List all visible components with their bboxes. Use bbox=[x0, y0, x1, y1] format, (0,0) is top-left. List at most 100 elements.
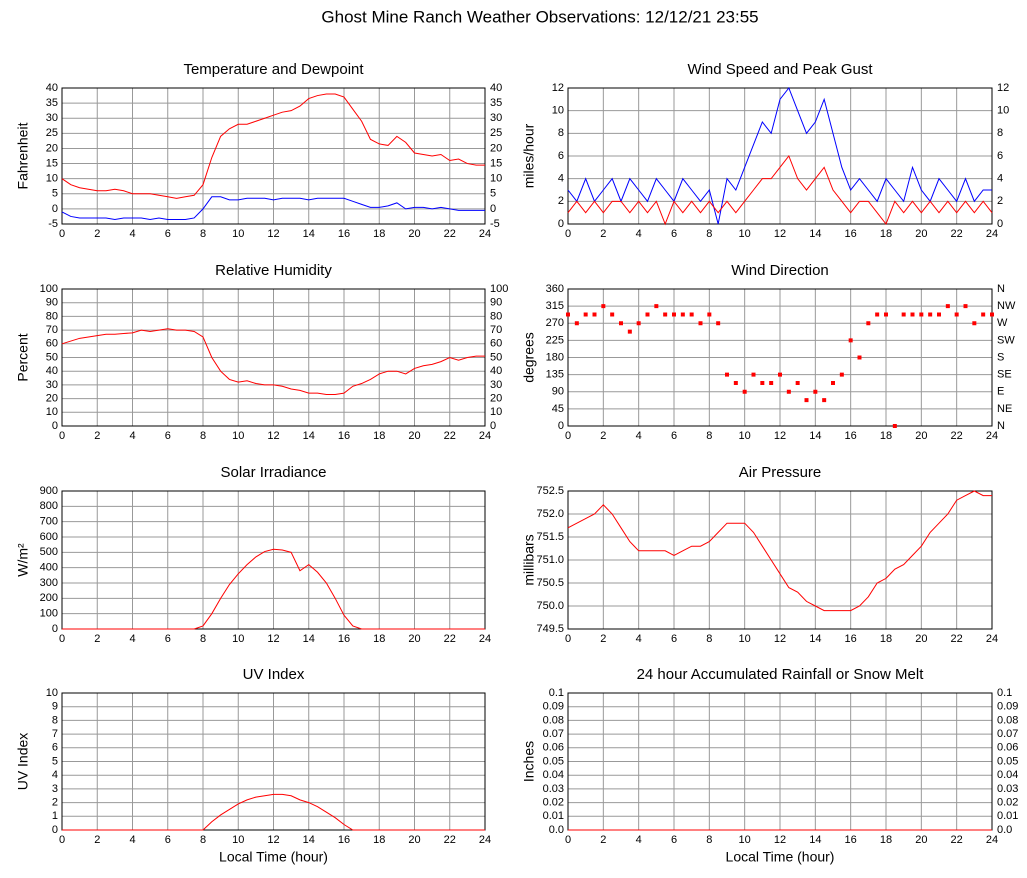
y2-tick-label: N bbox=[997, 283, 1005, 295]
x-tick-label: 8 bbox=[706, 228, 712, 240]
y-tick-label: 0 bbox=[52, 824, 58, 836]
y-tick-label: 751.5 bbox=[536, 531, 564, 543]
chart-title: UV Index bbox=[243, 666, 305, 683]
y-tick-label: 0 bbox=[52, 203, 58, 215]
point bbox=[636, 321, 641, 326]
x-tick-label: 14 bbox=[809, 834, 821, 846]
x-axis-label: Local Time (hour) bbox=[219, 849, 328, 865]
y-tick-label: 225 bbox=[546, 334, 564, 346]
x-tick-label: 22 bbox=[444, 228, 456, 240]
y2-tick-label: 0.03 bbox=[997, 783, 1018, 795]
y-tick-label: 360 bbox=[546, 283, 564, 295]
y-tick-label: 0 bbox=[52, 623, 58, 635]
point bbox=[857, 355, 862, 360]
x-tick-label: 20 bbox=[408, 228, 420, 240]
y-tick-label: 0.01 bbox=[543, 810, 564, 822]
x-tick-label: 22 bbox=[951, 228, 963, 240]
point bbox=[645, 312, 650, 317]
x-tick-label: 2 bbox=[94, 633, 100, 645]
y2-tick-label: 90 bbox=[490, 297, 502, 309]
x-tick-label: 14 bbox=[303, 430, 315, 442]
point bbox=[981, 312, 986, 317]
x-tick-label: 18 bbox=[373, 633, 385, 645]
x-tick-label: 20 bbox=[915, 228, 927, 240]
y2-tick-label: 0 bbox=[490, 203, 496, 215]
y2-tick-label: 4 bbox=[997, 173, 1003, 185]
x-tick-label: 6 bbox=[165, 228, 171, 240]
x-tick-label: 10 bbox=[232, 633, 244, 645]
x-tick-label: 2 bbox=[600, 228, 606, 240]
page-title: Ghost Mine Ranch Weather Observations: 1… bbox=[321, 7, 758, 26]
x-tick-label: 12 bbox=[267, 834, 279, 846]
y-tick-label: 800 bbox=[40, 500, 58, 512]
y-tick-label: 750.0 bbox=[536, 600, 564, 612]
x-tick-label: 6 bbox=[165, 430, 171, 442]
y2-tick-label: -5 bbox=[490, 218, 500, 230]
y-tick-label: 1 bbox=[52, 810, 58, 822]
x-tick-label: 2 bbox=[600, 430, 606, 442]
series-line bbox=[61, 328, 485, 395]
y-tick-label: 50 bbox=[46, 351, 58, 363]
y-tick-label: 0.1 bbox=[549, 687, 564, 699]
x-tick-label: 14 bbox=[809, 228, 821, 240]
x-tick-label: 22 bbox=[951, 633, 963, 645]
point bbox=[901, 312, 906, 317]
x-tick-label: 24 bbox=[986, 430, 998, 442]
y2-tick-label: 12 bbox=[997, 82, 1009, 94]
y-tick-label: 900 bbox=[40, 485, 58, 497]
y2-tick-label: 80 bbox=[490, 310, 502, 322]
y-tick-label: 700 bbox=[40, 516, 58, 528]
point bbox=[990, 312, 994, 317]
plot-frame bbox=[61, 288, 486, 427]
y2-tick-label: 0.01 bbox=[997, 810, 1018, 822]
x-tick-label: 6 bbox=[671, 834, 677, 846]
y2-tick-label: E bbox=[997, 386, 1004, 398]
point bbox=[619, 321, 623, 326]
x-tick-label: 8 bbox=[706, 633, 712, 645]
x-tick-label: 6 bbox=[671, 633, 677, 645]
x-tick-label: 10 bbox=[739, 633, 751, 645]
point bbox=[839, 372, 844, 377]
y2-tick-label: 50 bbox=[490, 351, 502, 363]
y2-tick-label: 100 bbox=[490, 283, 508, 295]
x-tick-label: 6 bbox=[671, 228, 677, 240]
y-axis-label: Fahrenheit bbox=[15, 122, 31, 189]
x-tick-label: 20 bbox=[408, 633, 420, 645]
point bbox=[654, 304, 659, 309]
x-tick-label: 18 bbox=[880, 430, 892, 442]
x-tick-label: 20 bbox=[408, 834, 420, 846]
y-axis-label: degrees bbox=[521, 332, 537, 383]
x-tick-label: 4 bbox=[636, 430, 642, 442]
x-tick-label: 24 bbox=[986, 228, 998, 240]
point bbox=[875, 312, 880, 317]
x-tick-label: 0 bbox=[565, 633, 571, 645]
plot-frame bbox=[567, 288, 993, 427]
y2-tick-label: 10 bbox=[490, 173, 502, 185]
x-tick-label: 18 bbox=[880, 633, 892, 645]
y-tick-label: 40 bbox=[46, 82, 58, 94]
point bbox=[707, 312, 712, 317]
y-tick-label: 180 bbox=[546, 351, 564, 363]
point bbox=[680, 312, 685, 317]
point bbox=[769, 380, 774, 385]
y2-tick-label: 30 bbox=[490, 379, 502, 391]
x-tick-label: 2 bbox=[94, 834, 100, 846]
y2-tick-label: NW bbox=[997, 300, 1016, 312]
point bbox=[751, 372, 756, 377]
y-tick-label: 12 bbox=[552, 82, 564, 94]
point bbox=[910, 312, 915, 317]
point bbox=[892, 424, 897, 428]
point bbox=[725, 372, 729, 377]
x-tick-label: 16 bbox=[845, 430, 857, 442]
x-tick-label: 6 bbox=[165, 633, 171, 645]
y2-tick-label: 20 bbox=[490, 142, 502, 154]
point bbox=[574, 321, 579, 326]
y-tick-label: 40 bbox=[46, 365, 58, 377]
y-tick-label: 7 bbox=[52, 728, 58, 740]
y-tick-label: 0 bbox=[52, 420, 58, 432]
y-tick-label: 30 bbox=[46, 112, 58, 124]
point bbox=[583, 312, 588, 317]
x-tick-label: 16 bbox=[338, 430, 350, 442]
point bbox=[972, 321, 977, 326]
point bbox=[760, 380, 765, 385]
